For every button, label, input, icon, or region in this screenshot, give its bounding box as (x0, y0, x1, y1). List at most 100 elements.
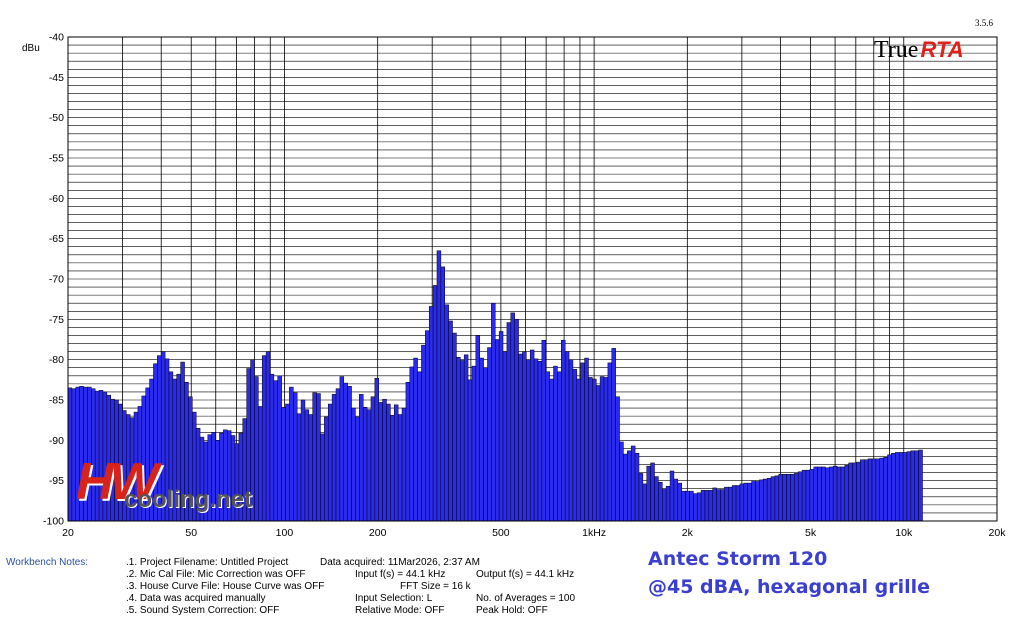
spectrum-bar (630, 445, 636, 522)
spectrum-bar (289, 386, 294, 522)
spectrum-bar (615, 396, 620, 522)
spectrum-bar (561, 340, 566, 522)
x-tick-label: 200 (369, 527, 387, 539)
spectrum-bar (673, 478, 679, 522)
spectrum-bar (871, 458, 877, 522)
spectrum-bar (731, 485, 737, 522)
x-tick-label: 20k (989, 527, 1007, 539)
spectrum-bar (778, 473, 783, 522)
spectrum-bar (914, 450, 919, 522)
y-tick-label: -45 (49, 72, 64, 84)
spectrum-bar (452, 332, 457, 522)
spectrum-bar (304, 409, 310, 522)
spectrum-bar (825, 467, 830, 522)
spectrum-bar (510, 312, 515, 522)
spectrum-bar (887, 454, 892, 522)
spectrum-bar (879, 457, 884, 522)
spectrum-bar (607, 362, 613, 522)
spectrum-bar (351, 407, 356, 522)
spectrum-bar (390, 415, 395, 522)
spectrum-bar (456, 356, 461, 522)
spectrum-bar (518, 353, 523, 522)
spectrum-bar (689, 490, 694, 522)
spectrum-bar (355, 416, 360, 522)
spectrum-bar (817, 466, 822, 522)
workbench-note-2-2: Input f(s) = 44.1 kHz (355, 569, 446, 580)
spectrum-bar (860, 459, 865, 522)
spectrum-bar (296, 413, 302, 522)
x-tick-label: 500 (492, 527, 510, 539)
spectrum-bar (704, 490, 710, 522)
spectrum-bar (463, 354, 469, 522)
spectrum-bar (359, 394, 364, 522)
spectrum-bar (891, 452, 896, 522)
spectrum-bar (576, 378, 581, 522)
x-tick-label: 50 (185, 527, 197, 539)
spectrum-bar (362, 407, 368, 522)
plot-frame (67, 36, 998, 522)
spectrum-bar (856, 461, 861, 522)
workbench-note-2-1: .2. Mic Cal File: Mic Correction was OFF (126, 569, 306, 580)
x-tick-label: 20 (62, 527, 74, 539)
spectrum-bar (755, 481, 760, 522)
spectrum-bar (300, 399, 306, 522)
spectrum-bar (432, 285, 438, 522)
x-tick-labels: 20 50 100 200 500 1kHz 2k 5k 10k 20k (62, 527, 1006, 539)
spectrum-bar (386, 403, 391, 522)
spectrum-bar (662, 488, 667, 522)
y-tick-labels: -40 -45 -50 -55 -60 -65 -70 -75 -80 -85 -90 -95 -100 (43, 32, 64, 528)
spectrum-bar (568, 359, 574, 522)
spectrum-bar (487, 347, 492, 522)
spectrum-bar (844, 465, 849, 522)
workbench-note-5-3: Peak Hold: OFF (476, 605, 548, 616)
spectrum-bar (495, 339, 500, 522)
spectrum-bar (436, 250, 442, 522)
spectrum-bar (743, 482, 748, 522)
spectrum-bar (514, 319, 519, 522)
spectrum-bar (801, 469, 807, 522)
spectrum-bar (696, 492, 702, 522)
spectrum-bar (467, 379, 473, 522)
spectrum-bar (502, 351, 508, 522)
spectrum-bar (394, 404, 399, 522)
caption-conditions: @45 dBA, hexagonal grille (648, 576, 931, 598)
spectrum-bar (541, 340, 546, 522)
caption-product: Antec Storm 120 (648, 548, 828, 570)
spectrum-bar (895, 452, 900, 522)
workbench-note-4-2: Input Selection: L (355, 593, 433, 604)
logo-true: True (874, 37, 919, 63)
spectrum-bar (918, 449, 923, 522)
x-tick-label: 1kHz (582, 527, 606, 539)
spectrum-bar (603, 377, 609, 522)
workbench-notes-title: Workbench Notes: (6, 557, 89, 568)
spectrum-bar (720, 489, 725, 522)
spectrum-bar (595, 385, 601, 522)
spectrum-bar (564, 351, 570, 522)
spectrum-bar (460, 360, 465, 522)
spectrum-bar (572, 369, 578, 522)
y-axis-label: dBu (22, 43, 40, 54)
spectrum-bar (867, 458, 873, 522)
spectrum-bar (883, 457, 888, 522)
spectrum-bar (770, 476, 776, 522)
y-tick-label: -40 (49, 32, 64, 44)
spectrum-bar (285, 403, 290, 522)
y-tick-label: -80 (49, 354, 64, 366)
spectrum-bar (654, 476, 659, 522)
spectrum-bar (331, 394, 337, 522)
y-tick-label: -75 (49, 314, 64, 326)
spectrum-bar (382, 398, 387, 522)
spectrum-bar (533, 358, 539, 522)
spectrum-bar (413, 357, 418, 522)
spectrum-bar (537, 361, 543, 522)
spectrum-bar (343, 382, 348, 522)
workbench-note-2-3: Output f(s) = 44.1 kHz (476, 569, 575, 580)
spectrum-bar (782, 473, 787, 522)
hwcooling-watermark: HW cooling.net (76, 452, 286, 524)
spectrum-bar (479, 357, 484, 522)
spectrum-bar (397, 414, 403, 522)
spectrum-bar (324, 416, 329, 522)
spectrum-bar (444, 304, 449, 522)
spectrum-bar (642, 483, 647, 522)
spectrum-bar (498, 331, 504, 522)
